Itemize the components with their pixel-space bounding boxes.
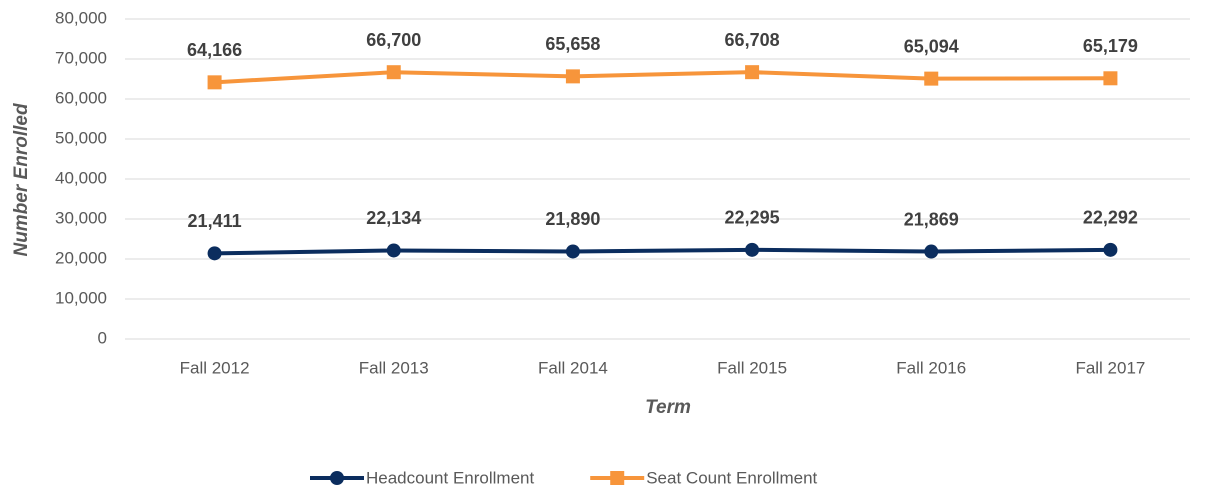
data-label: 21,890: [545, 209, 600, 229]
data-label: 65,658: [545, 34, 600, 54]
data-label: 66,700: [366, 30, 421, 50]
data-label: 22,295: [725, 208, 780, 228]
data-point: [386, 65, 401, 80]
data-point: [207, 75, 222, 90]
legend-marker: [330, 471, 344, 485]
y-tick-label: 20,000: [55, 248, 107, 267]
legend-label: Headcount Enrollment: [366, 468, 534, 487]
y-axis-title: Number Enrolled: [11, 103, 32, 256]
x-tick-label: Fall 2013: [359, 358, 429, 377]
x-axis-title: Term: [645, 397, 691, 418]
y-tick-label: 40,000: [55, 168, 107, 187]
data-label: 65,179: [1083, 36, 1138, 56]
data-point: [1103, 242, 1118, 257]
y-tick-label: 70,000: [55, 48, 107, 67]
data-label: 22,292: [1083, 208, 1138, 228]
data-label: 22,134: [366, 208, 421, 228]
data-point: [1103, 71, 1118, 86]
x-tick-label: Fall 2014: [538, 358, 608, 377]
data-point: [565, 69, 580, 84]
y-tick-label: 10,000: [55, 288, 107, 307]
y-tick-label: 0: [98, 328, 107, 347]
x-tick-label: Fall 2015: [717, 358, 787, 377]
y-tick-label: 60,000: [55, 88, 107, 107]
x-tick-label: Fall 2012: [180, 358, 250, 377]
legend-label: Seat Count Enrollment: [646, 468, 817, 487]
y-tick-label: 30,000: [55, 208, 107, 227]
x-tick-label: Fall 2017: [1075, 358, 1145, 377]
legend-marker: [610, 471, 625, 485]
data-label: 65,094: [904, 36, 959, 56]
series-line: [214, 247, 1111, 256]
data-label: 66,708: [725, 30, 780, 50]
data-point: [745, 242, 760, 257]
data-label: 21,411: [188, 211, 242, 231]
data-point: [386, 243, 401, 258]
y-tick-label: 80,000: [55, 8, 107, 27]
data-label: 21,869: [904, 209, 959, 229]
data-point: [565, 244, 580, 259]
data-point: [207, 246, 222, 261]
x-tick-label: Fall 2016: [896, 358, 966, 377]
data-point: [745, 65, 760, 80]
data-point: [924, 71, 939, 86]
y-tick-label: 50,000: [55, 128, 107, 147]
data-point: [924, 244, 939, 259]
data-label: 64,166: [187, 40, 242, 60]
series-line: [214, 70, 1111, 85]
